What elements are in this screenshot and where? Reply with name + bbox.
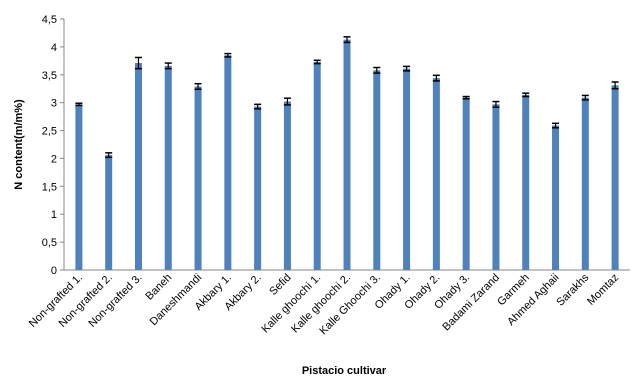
- y-tick-label: 3: [51, 98, 57, 110]
- bars: [75, 39, 619, 271]
- bar: [462, 97, 470, 270]
- bar: [254, 106, 262, 271]
- x-tick-label: Sarakhs: [554, 271, 591, 308]
- y-tick-label: 2: [51, 153, 57, 165]
- bar: [134, 63, 142, 270]
- y-tick-label: 3,5: [42, 70, 57, 82]
- bar: [343, 39, 351, 270]
- bar: [224, 55, 232, 270]
- bar: [283, 101, 291, 270]
- x-tick-label: Momtaz: [585, 272, 621, 308]
- y-tick-label: 0: [51, 265, 57, 277]
- y-tick-label: 4: [51, 42, 57, 54]
- bar: [75, 104, 83, 270]
- x-tick-label: Sefid: [267, 272, 293, 298]
- bar: [194, 86, 202, 270]
- y-tick-label: 2,5: [42, 126, 57, 138]
- y-tick-label: 1,5: [42, 181, 57, 193]
- bar: [313, 61, 321, 271]
- bar: [432, 78, 440, 270]
- bar: [403, 68, 411, 271]
- bar: [552, 125, 560, 270]
- y-axis-ticks: 0 0,5 1 1,5 2 2,5 3 3,5 4 4,5: [42, 14, 64, 277]
- bar: [105, 155, 113, 270]
- bar: [164, 65, 172, 270]
- bar: [611, 85, 619, 271]
- bar: [581, 97, 589, 270]
- bar: [492, 104, 500, 270]
- y-tick-label: 1: [51, 209, 57, 221]
- bar: [373, 70, 381, 270]
- y-tick-label: 0,5: [42, 237, 57, 249]
- bar: [522, 94, 530, 270]
- y-axis-title: N content(m/m%): [13, 99, 25, 190]
- plot-area: [63, 19, 630, 271]
- x-axis-ticks: Non-grafted 1.Non-grafted 2.Non-grafted …: [27, 271, 621, 337]
- error-bars: [75, 36, 619, 159]
- x-axis-title: Pistacio cultivar: [302, 365, 387, 377]
- x-tick-label: Non-grafted 3.: [86, 272, 144, 330]
- y-tick-label: 4,5: [42, 14, 57, 26]
